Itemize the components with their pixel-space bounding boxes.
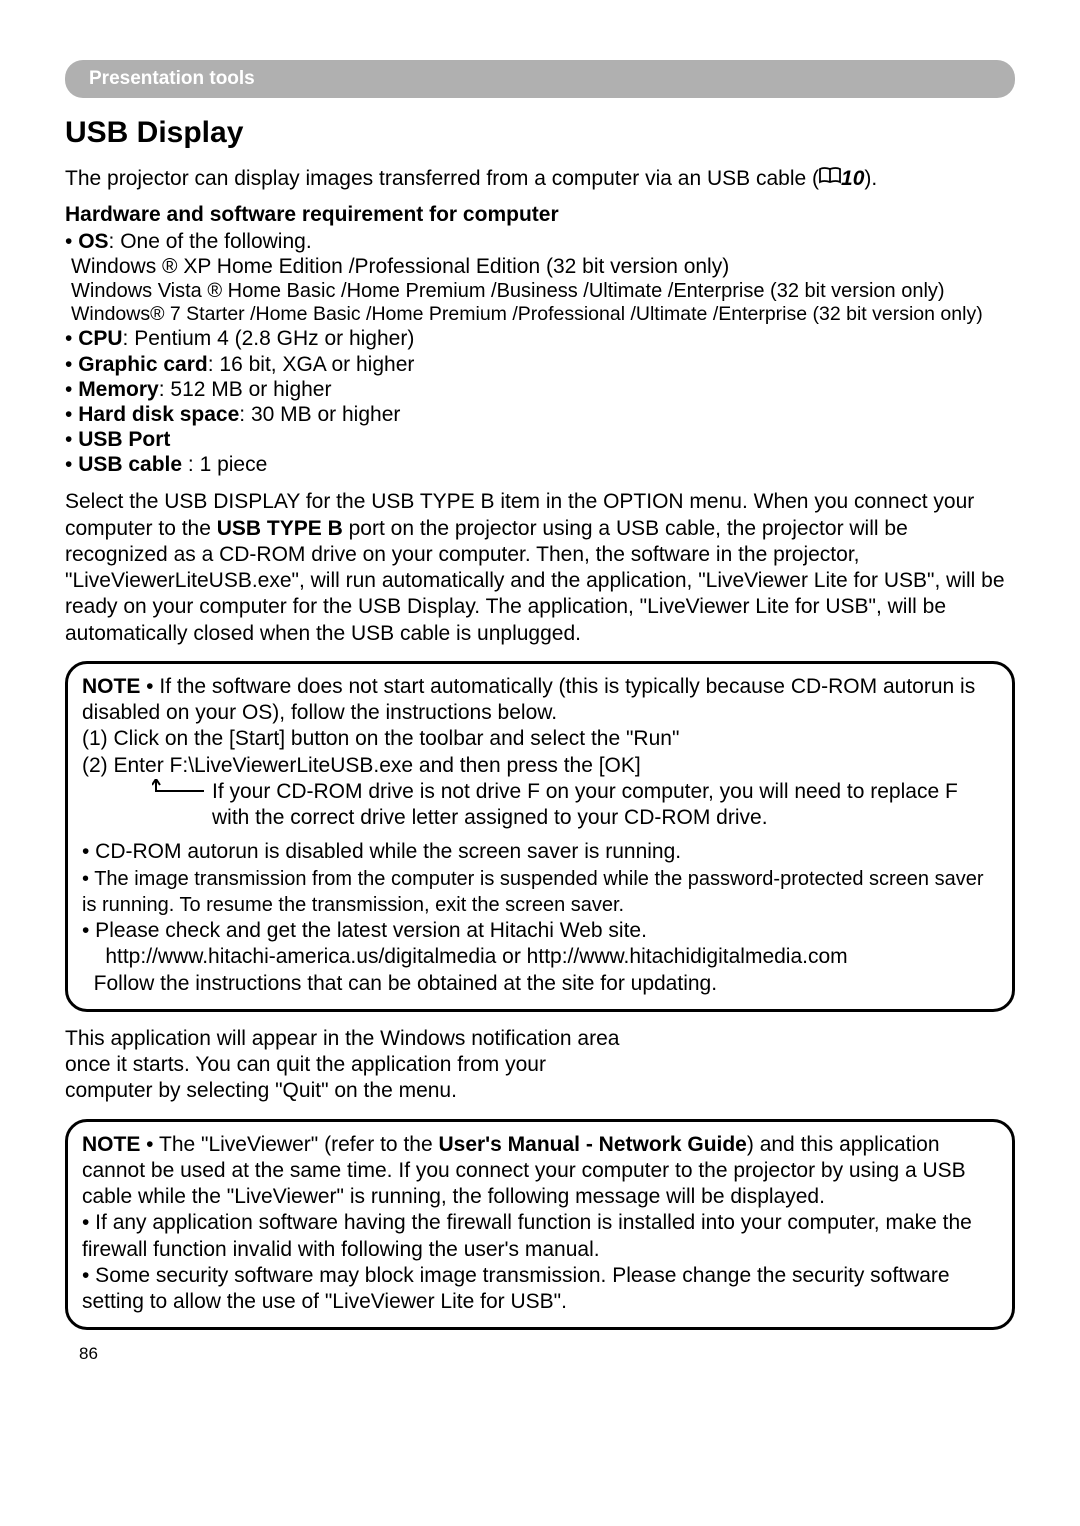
note1-sub: If your CD-ROM drive is not drive F on y… bbox=[212, 780, 958, 829]
intro-paragraph: The projector can display images transfe… bbox=[65, 166, 1015, 193]
note-label: NOTE bbox=[82, 1133, 140, 1156]
note-box-2: NOTE • The "LiveViewer" (refer to the Us… bbox=[65, 1119, 1015, 1331]
os-line: Windows ® XP Home Edition /Professional … bbox=[71, 254, 1015, 279]
intro-text-after: ). bbox=[864, 167, 877, 190]
req-item: • Memory: 512 MB or higher bbox=[65, 377, 1015, 402]
arrow-icon bbox=[152, 779, 208, 805]
req-label: OS bbox=[78, 230, 108, 253]
note1-l2: (1) Click on the [Start] button on the t… bbox=[82, 727, 679, 750]
page-title: USB Display bbox=[65, 116, 1015, 150]
note-label: NOTE bbox=[82, 675, 140, 698]
req-desc: : 512 MB or higher bbox=[159, 378, 332, 401]
req-label: Memory bbox=[78, 378, 159, 401]
req-item: • USB Port bbox=[65, 427, 1015, 452]
req-label: Hard disk space bbox=[78, 403, 239, 426]
req-item: • USB cable : 1 piece bbox=[65, 452, 1015, 477]
req-item: • CPU: Pentium 4 (2.8 GHz or higher) bbox=[65, 326, 1015, 351]
book-icon bbox=[819, 166, 841, 192]
para2-bold: USB TYPE B bbox=[217, 517, 343, 540]
requirements-list: • OS: One of the following. Windows ® XP… bbox=[65, 229, 1015, 478]
note1-content: NOTE • If the software does not start au… bbox=[82, 674, 998, 997]
note2-bold: User's Manual - Network Guide bbox=[438, 1133, 746, 1156]
note1-subindent: If your CD-ROM drive is not drive F on y… bbox=[212, 779, 998, 832]
req-desc: : Pentium 4 (2.8 GHz or higher) bbox=[123, 327, 415, 350]
section-header-text: Presentation tools bbox=[89, 68, 255, 89]
main-paragraph: Select the USB DISPLAY for the USB TYPE … bbox=[65, 489, 1015, 647]
req-desc: : One of the following. bbox=[109, 230, 312, 253]
para3: This application will appear in the Wind… bbox=[65, 1026, 625, 1105]
note1-l1: • If the software does not start automat… bbox=[82, 675, 975, 724]
req-item: • Hard disk space: 30 MB or higher bbox=[65, 402, 1015, 427]
os-line: Windows® 7 Starter /Home Basic /Home Pre… bbox=[71, 303, 1015, 326]
note1-l6: • Please check and get the latest versio… bbox=[82, 919, 647, 942]
note1-l8: Follow the instructions that can be obta… bbox=[82, 972, 717, 995]
note2-l1a: • The "LiveViewer" (refer to the bbox=[140, 1133, 438, 1156]
note1-l5: • The image transmission from the comput… bbox=[82, 868, 984, 916]
page-number: 86 bbox=[79, 1344, 1015, 1364]
note-box-1: NOTE • If the software does not start au… bbox=[65, 661, 1015, 1012]
note2-l2: • If any application software having the… bbox=[82, 1211, 972, 1260]
req-item: • Graphic card: 16 bit, XGA or higher bbox=[65, 352, 1015, 377]
note2-content: NOTE • The "LiveViewer" (refer to the Us… bbox=[82, 1132, 998, 1316]
req-desc: : 1 piece bbox=[182, 453, 267, 476]
req-desc: : 16 bit, XGA or higher bbox=[208, 353, 415, 376]
os-line: Windows Vista ® Home Basic /Home Premium… bbox=[71, 279, 1015, 303]
document-page: Presentation tools USB Display The proje… bbox=[0, 0, 1080, 1404]
req-label: USB cable bbox=[78, 453, 182, 476]
note1-l3: (2) Enter F:\LiveViewerLiteUSB.exe and t… bbox=[82, 754, 641, 777]
requirements-heading: Hardware and software requirement for co… bbox=[65, 203, 1015, 227]
note1-l4: • CD-ROM autorun is disabled while the s… bbox=[82, 840, 681, 863]
page-ref: 10 bbox=[841, 167, 864, 190]
req-label: Graphic card bbox=[78, 353, 208, 376]
intro-text-before: The projector can display images transfe… bbox=[65, 167, 819, 190]
section-header-bar: Presentation tools bbox=[65, 60, 1015, 98]
req-desc: : 30 MB or higher bbox=[239, 403, 400, 426]
req-os: • OS: One of the following. bbox=[65, 229, 1015, 254]
note2-l3: • Some security software may block image… bbox=[82, 1264, 950, 1313]
note1-l7: http://www.hitachi-america.us/digitalmed… bbox=[82, 945, 848, 968]
req-label: USB Port bbox=[78, 428, 170, 451]
req-label: CPU bbox=[78, 327, 122, 350]
